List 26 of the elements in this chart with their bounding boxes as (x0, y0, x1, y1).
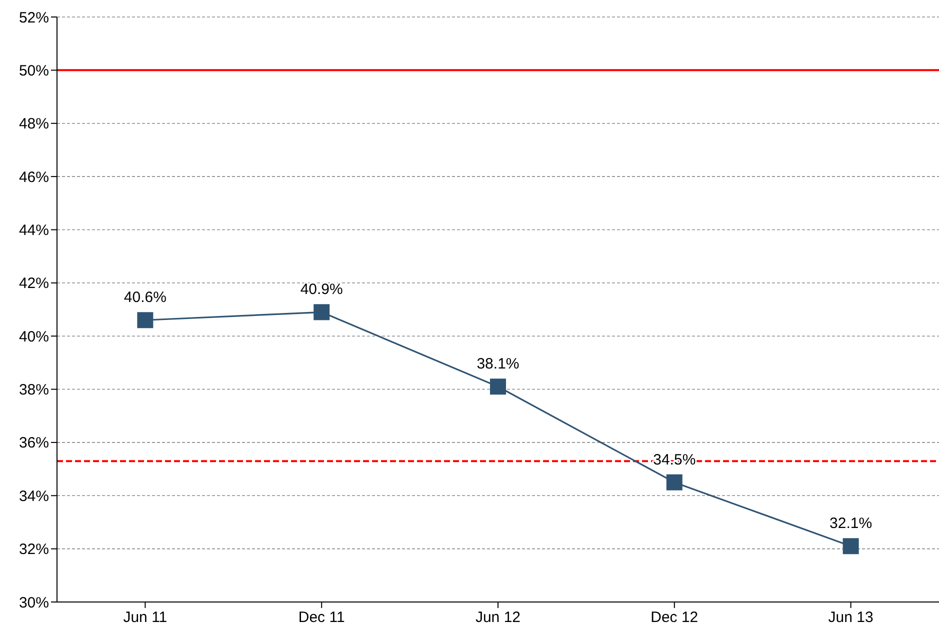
y-tick-label: 50% (18, 62, 49, 80)
x-tick-label: Jun 11 (123, 609, 168, 626)
x-tick-label: Jun 13 (828, 609, 874, 626)
y-tick-label: 42% (18, 275, 49, 292)
x-tick-label: Jun 12 (475, 609, 521, 626)
y-tick-label: 32% (18, 541, 49, 558)
point (666, 474, 682, 490)
y-tick-label: 48% (18, 116, 49, 133)
y-tick-label: 36% (18, 434, 49, 452)
point (137, 312, 154, 328)
y-tick-label: 34% (18, 488, 49, 505)
y-tick-label: 52% (18, 9, 49, 26)
data-label: 40.6% (124, 289, 166, 306)
y-tick-label: 38% (18, 382, 49, 399)
point (842, 538, 859, 554)
y-tick-label: 44% (18, 222, 49, 239)
data-label: 38.1% (476, 356, 520, 373)
point (490, 378, 506, 395)
x-tick-label: Dec 12 (650, 609, 698, 626)
y-tick-label: 30% (18, 594, 49, 612)
x-tick-label: Dec 11 (298, 609, 345, 626)
y-tick-label: 46% (18, 168, 49, 186)
point (314, 304, 330, 320)
data-label: 32.1% (830, 515, 872, 532)
y-tick-label: 40% (18, 328, 49, 346)
data-label: 40.9% (300, 281, 343, 298)
